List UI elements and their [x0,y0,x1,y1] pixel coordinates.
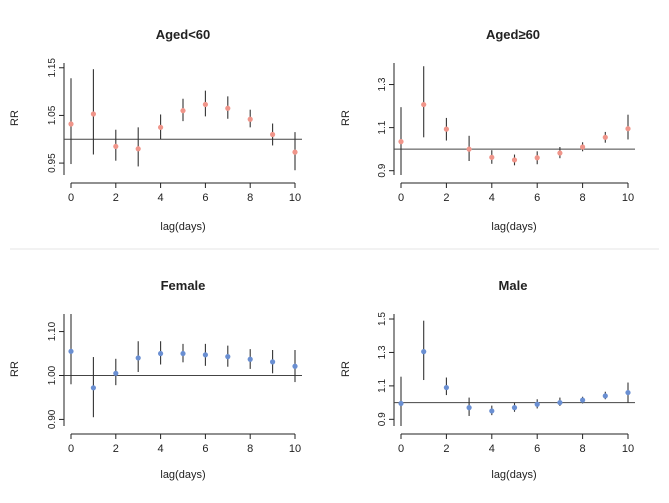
y-tick-label: 0.9 [377,412,388,426]
y-axis-label: RR [9,361,21,377]
x-tick-label: 10 [289,192,301,204]
data-point [421,349,427,355]
data-point [247,356,253,362]
data-point [580,397,586,403]
x-axis-label: lag(days) [160,469,205,481]
x-tick-label: 4 [489,443,495,455]
data-point [466,405,472,411]
x-tick-label: 0 [398,443,404,455]
data-point [90,111,96,117]
data-point [534,401,540,407]
y-axis-label: RR [9,110,21,126]
data-point [292,363,298,369]
data-point [511,405,518,411]
data-point [421,101,427,108]
y-tick-label: 1.3 [377,345,388,359]
data-point [113,143,119,150]
data-point [247,116,253,122]
y-tick-label: 1.15 [47,58,58,78]
data-point [225,354,231,360]
x-tick-label: 0 [68,443,74,455]
x-tick-label: 0 [398,192,404,204]
x-tick-label: 0 [68,192,74,204]
x-tick-label: 6 [534,192,540,204]
x-tick-label: 6 [534,443,540,455]
data-point [511,157,518,163]
data-point [270,131,276,138]
panel-aged-under-60: Aged<60 RR lag(days) 0.95 1.05 1.15 0 2 4 6 8 10 [9,27,302,233]
data-point [398,139,404,145]
data-point [489,154,495,160]
panel-aged-60-plus: Aged≥60 RR lag(days) 0.9 1.1 1.3 0 2 4 6 8 10 [340,27,635,233]
x-axis-label: lag(days) [491,221,536,233]
data-point [180,350,186,357]
data-point [557,150,563,156]
data-point [292,149,298,155]
data-point [443,126,449,132]
data-point [443,384,449,391]
x-tick-label: 10 [622,443,634,455]
panel-title: Aged<60 [156,27,211,42]
x-tick-label: 8 [247,192,253,204]
data-point [398,400,404,407]
y-tick-label: 1.1 [377,120,388,134]
y-tick-label: 1.1 [377,378,388,392]
data-point [466,146,472,152]
data-point [202,352,208,358]
x-tick-label: 2 [443,192,449,204]
y-tick-label: 1.10 [47,321,58,341]
x-tick-label: 4 [158,192,164,204]
y-tick-label: 1.05 [47,105,58,125]
data-point [625,126,631,132]
x-tick-label: 8 [580,192,586,204]
data-point [158,350,164,357]
y-tick-label: 1.5 [377,312,388,326]
data-point [225,105,231,111]
panel-title: Male [499,278,528,293]
data-point [202,101,208,108]
panel-female: Female RR lag(days) 0.90 1.00 1.10 0 2 4 6 8 10 [9,278,302,481]
y-tick-label: 0.9 [377,163,388,177]
x-axis-label: lag(days) [491,469,536,481]
panel-title: Female [161,278,206,293]
panel-title: Aged≥60 [486,27,540,42]
x-tick-label: 10 [289,443,301,455]
x-tick-label: 2 [443,443,449,455]
data-point [135,355,141,361]
data-point [90,385,96,391]
x-tick-label: 8 [580,443,586,455]
data-point [534,155,540,161]
x-axis-label: lag(days) [160,221,205,233]
x-tick-label: 2 [113,443,119,455]
data-point [158,124,164,130]
y-tick-label: 0.95 [47,153,58,173]
x-tick-label: 4 [489,192,495,204]
data-point [489,408,495,414]
y-axis-label: RR [340,361,352,377]
data-point [602,393,608,399]
data-point [180,108,186,114]
data-point [113,370,119,376]
y-tick-label: 1.3 [377,77,388,91]
x-tick-label: 8 [247,443,253,455]
x-tick-label: 6 [202,192,208,204]
x-tick-label: 4 [158,443,164,455]
data-point [602,134,608,140]
data-point [557,399,563,406]
x-tick-label: 10 [622,192,634,204]
y-axis-label: RR [340,110,352,126]
data-point [68,348,74,354]
data-point [580,144,586,150]
data-point [68,121,74,127]
x-tick-label: 6 [202,443,208,455]
y-tick-label: 0.90 [47,409,58,429]
data-point [135,146,141,152]
data-point [270,359,276,365]
x-tick-label: 2 [113,192,119,204]
y-tick-label: 1.00 [47,365,58,385]
panel-male: Male RR lag(days) 0.9 1.1 1.3 1.5 0 2 4 6 8 10 [340,278,635,481]
data-point [625,389,631,396]
